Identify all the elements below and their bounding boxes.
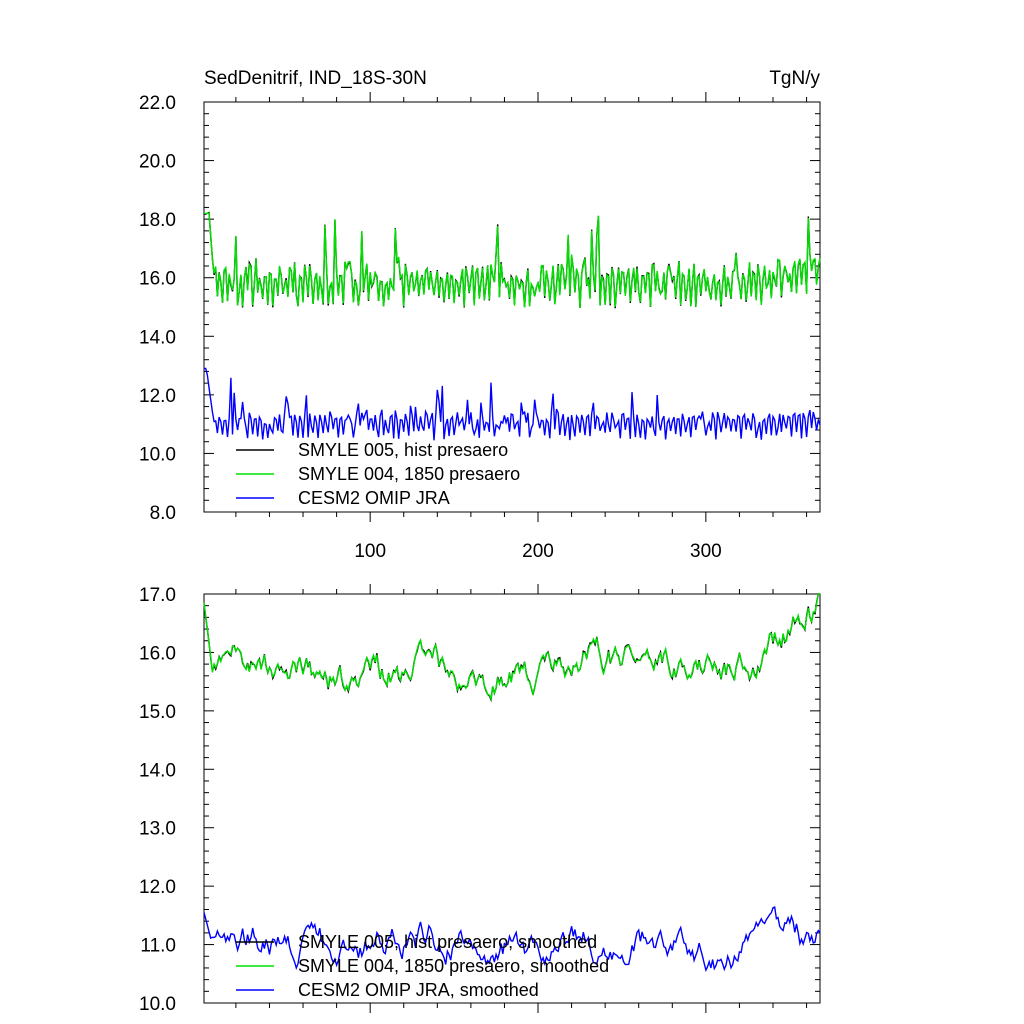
y-tick-label: 20.0 <box>139 152 176 173</box>
y-tick-label: 14.0 <box>139 327 176 348</box>
y-tick-label: 13.0 <box>139 819 176 840</box>
plot-frame <box>203 101 821 513</box>
y-tick-label: 11.0 <box>140 936 176 957</box>
y-tick-label: 10.0 <box>139 994 176 1015</box>
y-tick-label: 12.0 <box>139 877 176 898</box>
y-tick-label: 22.0 <box>139 93 176 114</box>
y-tick-label: 16.0 <box>139 643 176 664</box>
x-tick-label: 300 <box>690 541 722 562</box>
x-tick-label: 100 <box>354 541 386 562</box>
series-line-2 <box>204 367 821 441</box>
legend-label: CESM2 OMIP JRA <box>298 488 450 508</box>
y-tick-label: 12.0 <box>139 386 176 407</box>
figure-units: TgN/y <box>769 68 820 89</box>
y-tick-label: 16.0 <box>139 269 176 290</box>
y-tick-label: 14.0 <box>139 760 176 781</box>
legend-label: SMYLE 005, hist presaero, smoothed <box>298 932 597 952</box>
y-tick-label: 18.0 <box>139 210 176 231</box>
bottom-panel: 10.0 11.0 12.0 13.0 14.0 15.0 16.0 17.0 SMYLE 00… <box>139 584 821 1015</box>
x-tick-label: 200 <box>522 541 554 562</box>
top-panel: 8.0 10.0 12.0 14.0 16.0 18.0 20.0 22.0 100 200 300… <box>139 92 821 562</box>
y-tick-label: 10.0 <box>139 444 176 465</box>
series-line-1 <box>204 212 821 309</box>
legend-label: CESM2 OMIP JRA, smoothed <box>298 980 539 1000</box>
figure-title: SedDenitrif, IND_18S-30N <box>204 68 427 89</box>
series-line-1 <box>203 593 820 702</box>
series-line-2 <box>203 906 821 973</box>
plot-frame <box>203 593 821 1004</box>
legend-label: SMYLE 004, 1850 presaero <box>298 464 520 484</box>
legend-label: SMYLE 005, hist presaero <box>298 440 508 460</box>
y-tick-label: 17.0 <box>139 585 176 606</box>
y-tick-label: 15.0 <box>139 702 176 723</box>
y-tick-label: 8.0 <box>150 503 176 524</box>
series-line-0 <box>203 593 820 703</box>
legend-label: SMYLE 004, 1850 presaero, smoothed <box>298 956 609 976</box>
